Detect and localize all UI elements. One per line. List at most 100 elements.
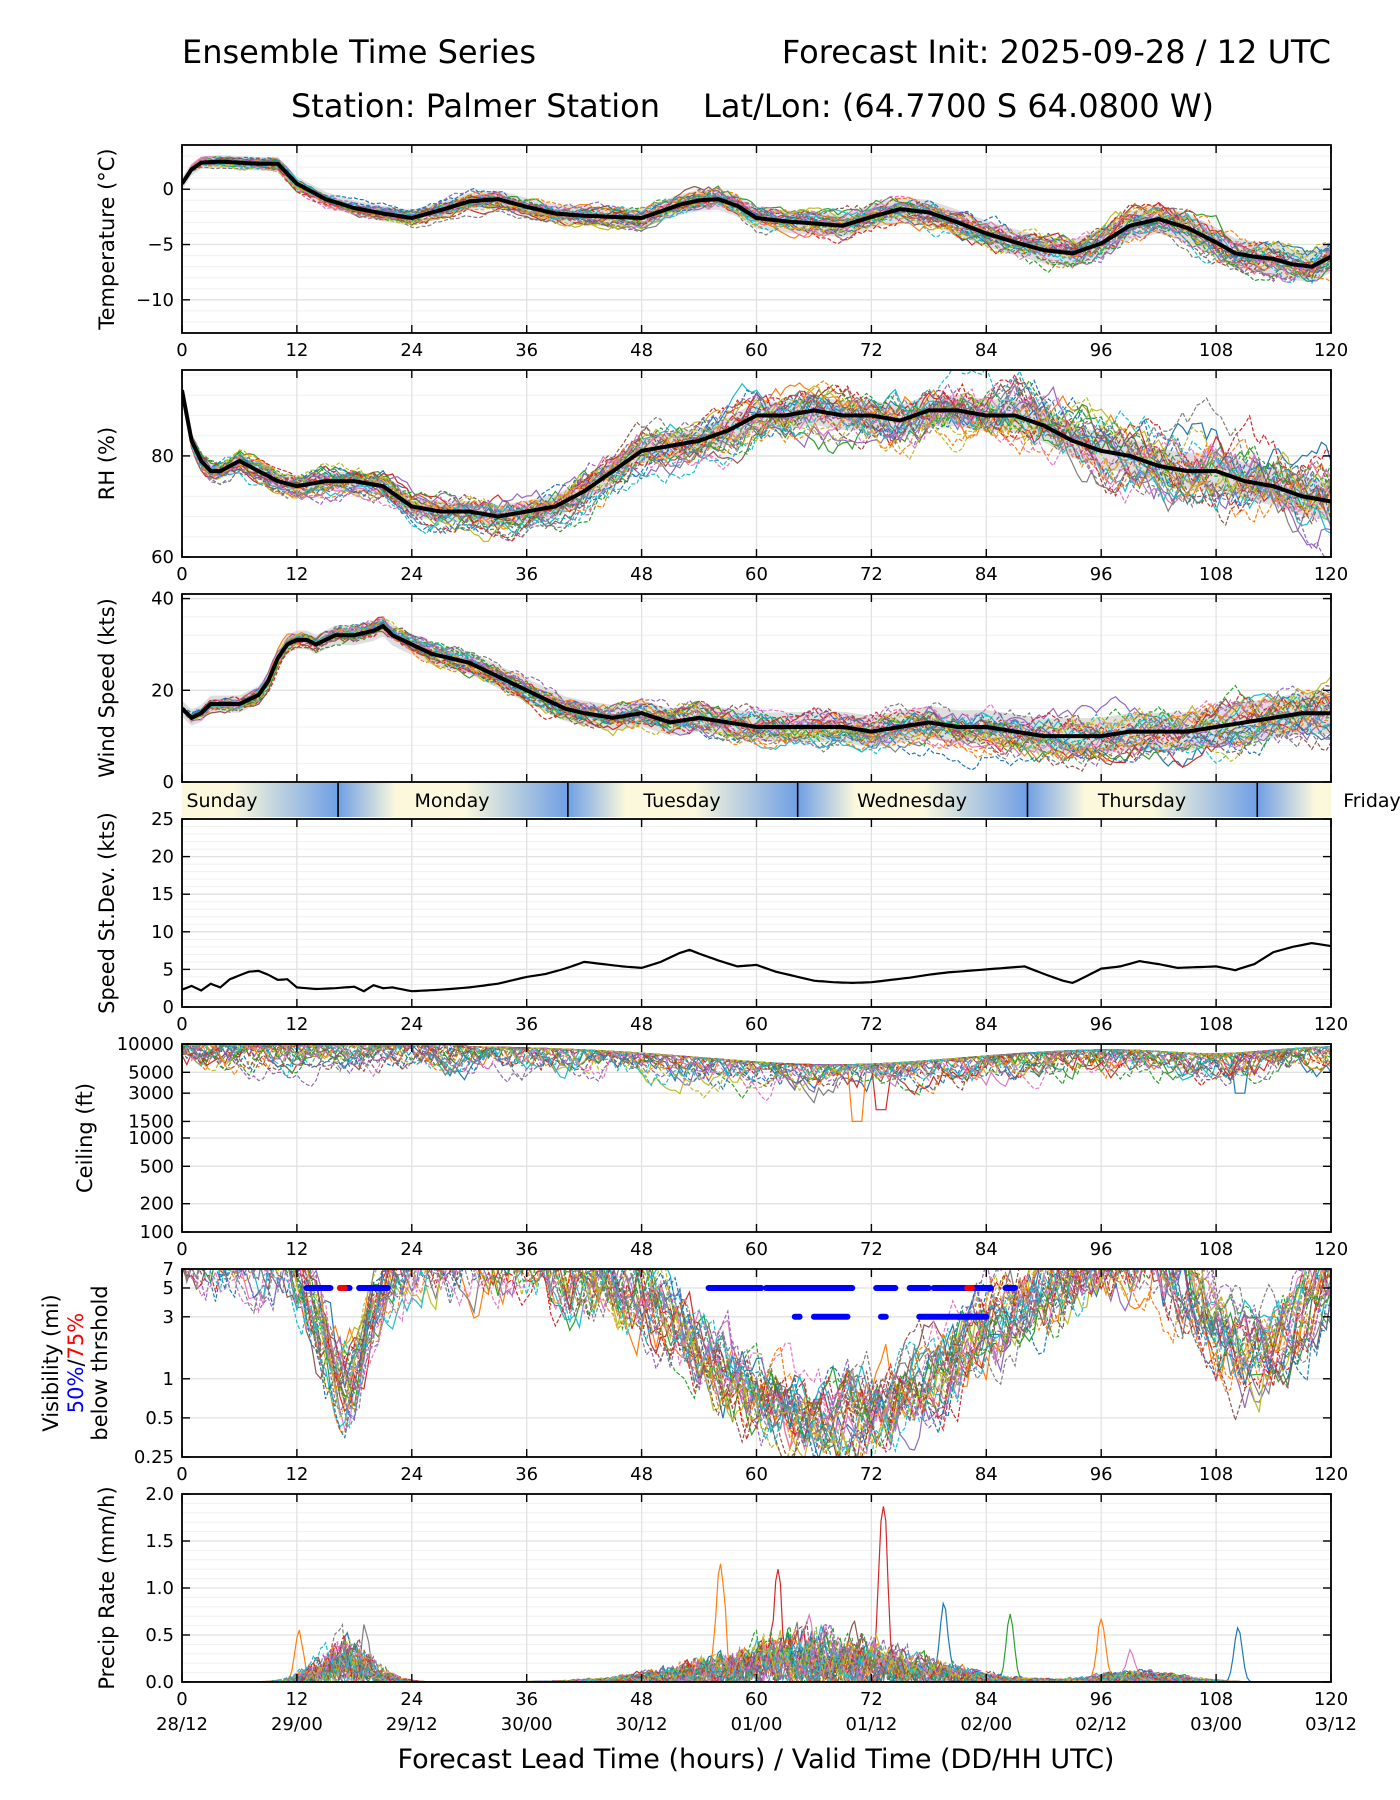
day-label-sunday: Sunday <box>186 790 257 812</box>
ceiling-ytick-label: 200 <box>140 1194 174 1215</box>
panel-rh: 60 80 0 12 24 36 48 60 72 84 96 108 120 RH (%) <box>95 369 1348 585</box>
temperature-member-28 <box>182 164 1331 265</box>
visibility-ytick-label: 0.25 <box>134 1447 174 1468</box>
visibility-member-20 <box>215 1269 1331 1457</box>
rh-xtick-label: 96 <box>1090 564 1113 585</box>
speed_stdev-ytick-label: 0 <box>163 997 174 1018</box>
x-axis-label: Forecast Lead Time (hours) / Valid Time … <box>398 1744 1115 1775</box>
ceiling-ytick-label: 500 <box>140 1156 174 1177</box>
ceiling-ytick-label: 10000 <box>117 1034 174 1055</box>
day-segment <box>1027 783 1258 817</box>
visibility-member-17 <box>183 1269 1326 1440</box>
temperature-member-18 <box>182 158 1331 260</box>
valid-time-label: 30/12 <box>616 1714 668 1735</box>
temperature-member-15 <box>182 156 1331 281</box>
wind-member-21 <box>182 619 1331 759</box>
visibility-member-19 <box>209 1269 1331 1454</box>
vis-sep-label: / <box>64 1359 88 1367</box>
vis-75-label: 75% <box>64 1313 88 1360</box>
speed_stdev-minor-grid <box>181 818 1332 1008</box>
visibility-plot-area <box>182 1269 1331 1457</box>
rh-member-8 <box>182 385 1331 543</box>
wind-member-26 <box>182 617 1331 755</box>
rh-member-27 <box>182 377 1331 539</box>
visibility-xtick-label: 108 <box>1199 1464 1233 1485</box>
title-left: Ensemble Time Series <box>182 33 536 71</box>
wind-ytick-label: 20 <box>151 680 174 701</box>
speed_stdev-ytick-label: 20 <box>151 847 174 868</box>
precip-xtick-label: 0 <box>176 1689 187 1710</box>
ceiling-xtick-label: 84 <box>975 1239 998 1260</box>
wind-ylabel: Wind Speed (kts) <box>95 598 119 778</box>
wind-ytick-label: 40 <box>151 589 174 610</box>
visibility-member-28 <box>292 1269 1331 1457</box>
temperature-member-11 <box>182 159 1331 279</box>
day-label-monday: Monday <box>414 790 489 812</box>
visibility-member-29 <box>217 1269 1331 1457</box>
wind-spread-band <box>182 615 1331 755</box>
precip-xtick-label: 120 <box>1314 1689 1348 1710</box>
precip-ytick-label: 1.5 <box>145 1531 174 1552</box>
visibility-member-10 <box>202 1269 1331 1429</box>
temperature-xtick-label: 24 <box>400 340 423 361</box>
rh-member-20 <box>182 379 1331 535</box>
ceiling-xtick-label: 0 <box>176 1239 187 1260</box>
day-label-friday: Friday <box>1343 790 1400 812</box>
speed_stdev-xtick-label: 84 <box>975 1014 998 1035</box>
temperature-ytick-label: 0 <box>163 179 174 200</box>
visibility-xtick-label: 120 <box>1314 1464 1348 1485</box>
ceiling-xtick-label: 96 <box>1090 1239 1113 1260</box>
precip-xtick-label: 12 <box>285 1689 308 1710</box>
precip-member-19 <box>182 1628 1331 1682</box>
valid-time-label: 03/12 <box>1305 1714 1357 1735</box>
valid-time-label: 02/00 <box>960 1714 1012 1735</box>
precip-ytick-label: 1.0 <box>145 1578 174 1599</box>
visibility-xtick-label: 48 <box>630 1464 653 1485</box>
visibility-xtick-label: 12 <box>285 1464 308 1485</box>
wind-mean-line <box>182 623 1331 739</box>
ceiling-member-13 <box>182 1044 1331 1080</box>
temperature-xtick-label: 84 <box>975 340 998 361</box>
temperature-xtick-label: 48 <box>630 340 653 361</box>
temperature-ytick-label: −5 <box>147 235 174 256</box>
rh-member-12 <box>182 379 1331 539</box>
speed_stdev-xtick-label: 72 <box>860 1014 883 1035</box>
ceiling-xtick-label: 12 <box>285 1239 308 1260</box>
speed_stdev-xtick-label: 60 <box>745 1014 768 1035</box>
temperature-ylabel: Temperature (°C) <box>95 148 119 330</box>
speed_stdev-mean-line <box>182 941 1331 993</box>
rh-ytick-label: 80 <box>151 446 174 467</box>
valid-time-label: 02/12 <box>1075 1714 1127 1735</box>
rh-xtick-label: 0 <box>176 564 187 585</box>
rh-xtick-label: 48 <box>630 564 653 585</box>
temperature-ytick-label: −10 <box>136 290 174 311</box>
ceiling-xtick-label: 60 <box>745 1239 768 1260</box>
visibility-member-27 <box>222 1269 1331 1452</box>
ceiling-xtick-label: 24 <box>400 1239 423 1260</box>
panel-temperature: 0 −5 −10 0 12 24 36 48 60 72 84 96 108 120 Temperature… <box>95 144 1348 361</box>
wind-member-24 <box>182 619 1331 767</box>
day-segment <box>1257 783 1331 817</box>
speed_stdev-xtick-label: 108 <box>1199 1014 1233 1035</box>
precip-xtick-label: 72 <box>860 1689 883 1710</box>
day-label-wednesday: Wednesday <box>857 790 967 812</box>
temperature-xtick-label: 60 <box>745 340 768 361</box>
precip-xtick-label: 60 <box>745 1689 768 1710</box>
wind-member-20 <box>182 621 1331 757</box>
ceiling-member-20 <box>182 1044 1331 1082</box>
valid-time-label: 03/00 <box>1190 1714 1242 1735</box>
ceiling-xtick-label: 36 <box>515 1239 538 1260</box>
visibility-xtick-label: 84 <box>975 1464 998 1485</box>
ceiling-ytick-label: 1000 <box>128 1128 174 1149</box>
panel-speed_stdev: 0 5 10 15 20 25 0 12 24 36 48 60 72 84 96 108 120 Speed S… <box>95 809 1348 1035</box>
visibility-member-23 <box>252 1269 1327 1457</box>
ceiling-xtick-label: 72 <box>860 1239 883 1260</box>
visibility-ytick-label: 1 <box>163 1369 174 1390</box>
speed_stdev-xtick-label: 120 <box>1314 1014 1348 1035</box>
rh-member-6 <box>182 382 1331 527</box>
visibility-xtick-label: 96 <box>1090 1464 1113 1485</box>
rh-xtick-label: 12 <box>285 564 308 585</box>
day-segment <box>338 783 568 817</box>
speed_stdev-xtick-label: 24 <box>400 1014 423 1035</box>
